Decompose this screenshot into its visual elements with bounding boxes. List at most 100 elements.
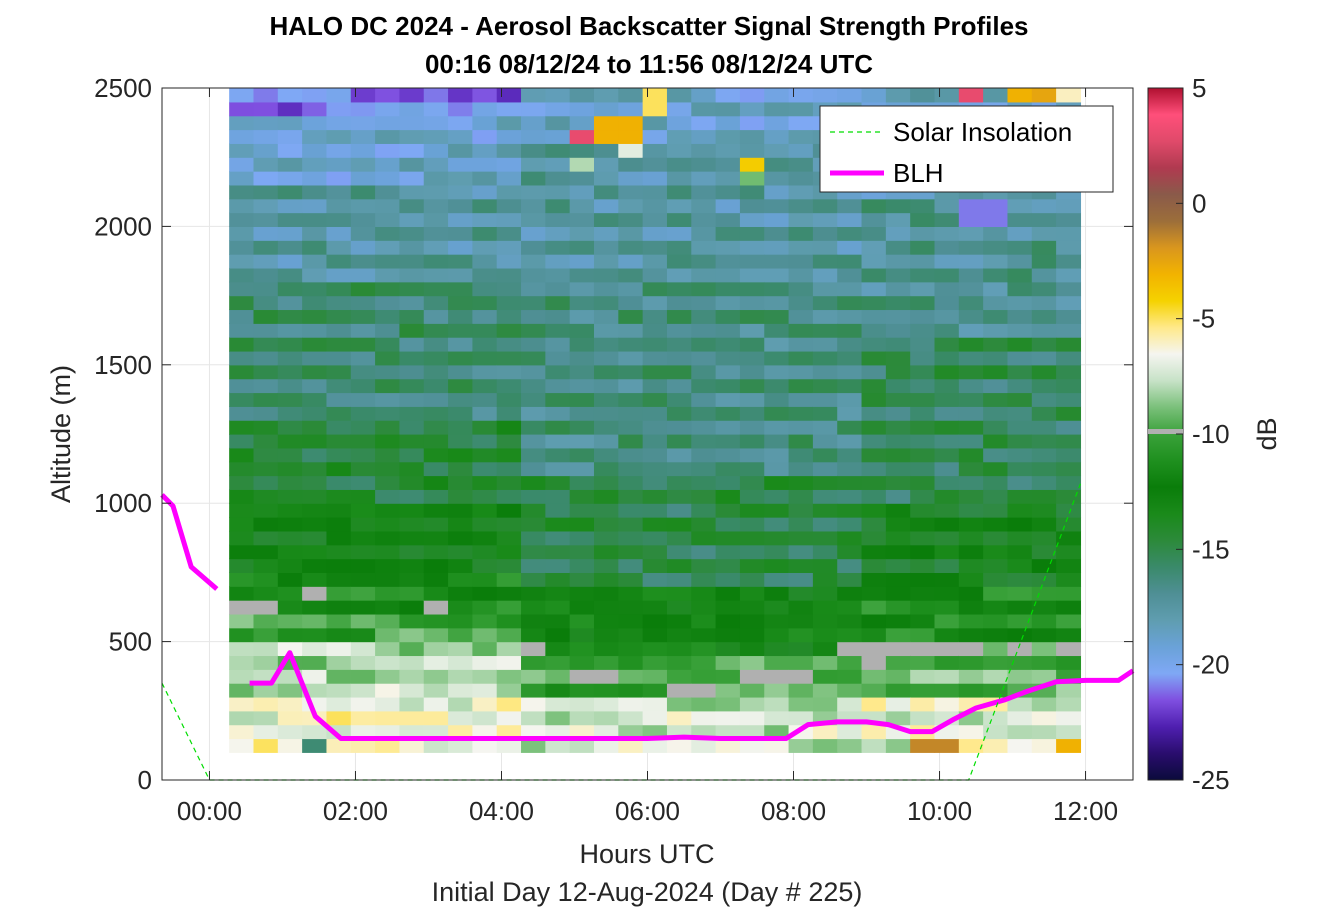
heatmap-cell: [739, 696, 765, 712]
heatmap-cell: [666, 683, 692, 698]
heatmap-cell: [958, 517, 984, 532]
heatmap-cell: [910, 447, 936, 463]
heatmap-cell: [326, 475, 352, 490]
heatmap-cell: [253, 309, 279, 324]
chart-title: HALO DC 2024 - Aerosol Backscatter Signa…: [269, 11, 1028, 41]
heatmap-cell: [277, 309, 303, 324]
heatmap-cell: [715, 364, 741, 380]
heatmap-cell: [934, 323, 960, 338]
heatmap-cell: [764, 572, 790, 587]
heatmap-cell: [399, 655, 425, 670]
heatmap-cell: [448, 517, 473, 532]
heatmap-cell: [229, 600, 255, 615]
colorbar-tick-label: 0: [1192, 188, 1206, 218]
heatmap-cell: [448, 738, 473, 753]
heatmap-cell: [593, 267, 619, 283]
heatmap-cell: [350, 115, 376, 131]
heatmap-cell: [545, 683, 571, 698]
heatmap-cell: [545, 627, 571, 643]
heatmap-cell: [983, 309, 1009, 324]
heatmap-cell: [545, 350, 571, 366]
heatmap-cell: [1007, 240, 1033, 255]
heatmap-cell: [375, 350, 401, 366]
heatmap-cell: [472, 240, 498, 255]
heatmap-cell: [277, 171, 303, 186]
heatmap-cell: [739, 420, 765, 435]
heatmap-cell: [593, 710, 619, 726]
heatmap-cell: [764, 184, 790, 200]
heatmap-cell: [861, 461, 887, 477]
heatmap-cell: [715, 101, 741, 117]
heatmap-cell: [569, 627, 595, 643]
heatmap-cell: [448, 184, 473, 200]
heatmap-cell: [277, 434, 303, 449]
heatmap-cell: [326, 558, 352, 573]
heatmap-cell: [958, 544, 984, 560]
heatmap-cell: [593, 309, 619, 324]
heatmap-cell: [837, 420, 863, 435]
heatmap-cell: [691, 350, 717, 366]
heatmap-cell: [861, 240, 887, 255]
heatmap-cell: [302, 157, 328, 172]
heatmap-cell: [666, 586, 692, 601]
heatmap-cell: [642, 157, 668, 172]
heatmap-cell: [326, 143, 352, 158]
heatmap-cell: [350, 447, 376, 463]
heatmap-cell: [1007, 669, 1033, 684]
heatmap-cell: [1007, 600, 1033, 615]
heatmap-cell: [885, 434, 911, 449]
heatmap-cell: [350, 281, 376, 297]
heatmap-cell: [302, 627, 328, 643]
heatmap-cell: [350, 309, 376, 324]
heatmap-cell: [812, 295, 838, 311]
heatmap-cell: [423, 600, 449, 615]
heatmap-cell: [739, 434, 765, 449]
heatmap-cell: [253, 157, 279, 172]
heatmap-cell: [983, 337, 1009, 352]
heatmap-cell: [861, 392, 887, 407]
heatmap-cell: [496, 627, 522, 643]
heatmap-cell: [983, 572, 1009, 587]
heatmap-cell: [1007, 613, 1033, 629]
heatmap-cell: [423, 115, 449, 131]
heatmap-cell: [1056, 655, 1082, 670]
heatmap-cell: [837, 350, 863, 366]
heatmap-cell: [764, 489, 790, 504]
heatmap-cell: [326, 101, 352, 117]
heatmap-cell: [666, 447, 692, 463]
heatmap-cell: [302, 171, 328, 186]
heatmap-cell: [302, 240, 328, 255]
heatmap-cell: [253, 254, 279, 269]
heatmap-cell: [448, 447, 473, 463]
heatmap-cell: [715, 309, 741, 324]
heatmap-cell: [739, 240, 765, 255]
heatmap-cell: [545, 157, 571, 172]
heatmap-cell: [764, 143, 790, 158]
heatmap-cell: [326, 364, 352, 380]
heatmap-cell: [983, 254, 1009, 269]
heatmap-cell: [1031, 600, 1057, 615]
heatmap-cell: [934, 683, 960, 698]
heatmap-cell: [472, 710, 498, 726]
heatmap-cell: [1007, 475, 1033, 490]
heatmap-cell: [812, 350, 838, 366]
heatmap-cell: [764, 627, 790, 643]
heatmap-cell: [1056, 683, 1082, 698]
heatmap-cell: [569, 724, 595, 740]
heatmap-cell: [715, 406, 741, 421]
heatmap-cell: [618, 655, 644, 670]
heatmap-cell: [764, 420, 790, 435]
heatmap-cell: [715, 503, 741, 518]
heatmap-cell: [715, 489, 741, 504]
heatmap-cell: [277, 710, 303, 726]
heatmap-cell: [423, 503, 449, 518]
heatmap-cell: [837, 586, 863, 601]
heatmap-cell: [496, 586, 522, 601]
heatmap-cell: [764, 129, 790, 144]
heatmap-cell: [910, 503, 936, 518]
heatmap-cell: [569, 406, 595, 421]
heatmap-cell: [521, 461, 546, 477]
heatmap-cell: [423, 586, 449, 601]
heatmap-cell: [229, 572, 255, 587]
heatmap-cell: [812, 738, 838, 753]
